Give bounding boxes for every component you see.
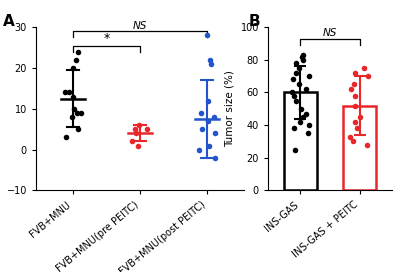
Point xyxy=(203,33,210,38)
Point xyxy=(351,71,358,75)
Bar xyxy=(343,106,376,190)
Point xyxy=(364,143,370,147)
Point xyxy=(352,94,358,98)
Point xyxy=(352,120,358,124)
Y-axis label: Tumor size (%): Tumor size (%) xyxy=(225,70,235,147)
Point xyxy=(144,127,150,131)
Point xyxy=(297,120,304,124)
Point xyxy=(305,74,312,78)
Point xyxy=(205,119,211,123)
Point xyxy=(353,126,360,131)
Point xyxy=(70,94,76,99)
Point xyxy=(132,127,138,131)
Point xyxy=(204,98,211,103)
Point xyxy=(352,103,358,108)
Point xyxy=(291,147,298,152)
Text: NS: NS xyxy=(133,21,147,31)
Point xyxy=(302,87,309,91)
Point xyxy=(303,112,309,116)
Point xyxy=(296,82,302,86)
Point xyxy=(212,156,218,160)
Point xyxy=(74,127,81,131)
Point xyxy=(300,53,306,57)
Point xyxy=(365,74,372,78)
Point xyxy=(66,90,72,95)
Point xyxy=(300,58,306,62)
Text: *: * xyxy=(103,32,110,45)
Point xyxy=(291,94,297,98)
Point xyxy=(133,131,140,135)
Point xyxy=(357,115,363,119)
Point xyxy=(136,123,142,127)
Point xyxy=(305,131,312,135)
Point xyxy=(75,50,82,54)
Point xyxy=(199,127,206,131)
Point xyxy=(299,54,305,59)
Point xyxy=(288,90,295,95)
Point xyxy=(348,87,354,91)
Text: A: A xyxy=(3,14,14,29)
Point xyxy=(208,62,215,66)
Text: B: B xyxy=(248,14,260,29)
Point xyxy=(70,107,77,111)
Point xyxy=(298,107,304,111)
Point xyxy=(351,82,358,86)
Text: NS: NS xyxy=(323,28,337,38)
Point xyxy=(291,126,298,131)
Point xyxy=(78,111,84,115)
Point xyxy=(69,115,75,119)
Point xyxy=(361,66,367,70)
Point xyxy=(206,143,212,148)
Point xyxy=(211,115,218,119)
Point xyxy=(198,111,204,115)
Point xyxy=(62,90,69,95)
Bar xyxy=(284,92,317,190)
Point xyxy=(290,77,296,82)
Point xyxy=(212,131,218,135)
Point xyxy=(306,123,312,127)
Point xyxy=(293,61,299,65)
Point xyxy=(196,147,202,152)
Point xyxy=(135,143,141,148)
Point xyxy=(300,115,306,119)
Y-axis label: Tumor size (%): Tumor size (%) xyxy=(0,70,1,147)
Point xyxy=(73,58,79,62)
Point xyxy=(350,139,356,144)
Point xyxy=(347,134,353,139)
Point xyxy=(74,111,80,115)
Point xyxy=(207,58,213,62)
Point xyxy=(62,135,69,140)
Point xyxy=(296,66,302,70)
Point xyxy=(292,71,299,75)
Point xyxy=(70,66,76,70)
Point xyxy=(129,139,136,144)
Point xyxy=(293,98,299,103)
